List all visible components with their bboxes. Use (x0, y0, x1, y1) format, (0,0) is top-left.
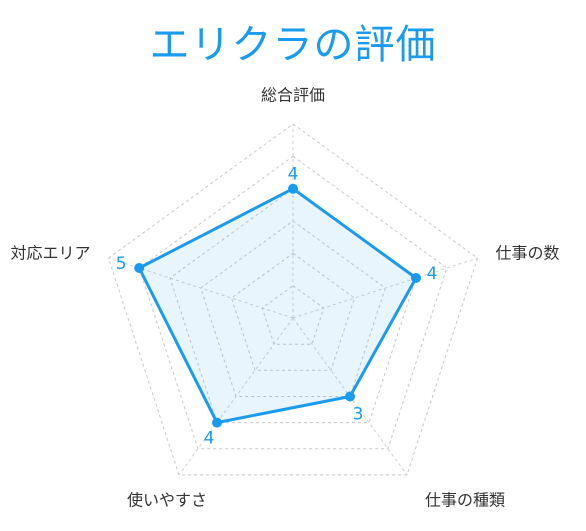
value-label-3: 3 (353, 405, 364, 425)
value-label-2: 4 (427, 264, 438, 284)
axis-label-2: 仕事の数 (496, 244, 560, 263)
axis-label-4: 使いやすさ (127, 490, 207, 509)
value-label-5: 5 (116, 254, 127, 274)
data-point-4 (212, 417, 222, 428)
axis-spoke-5 (108, 257, 294, 319)
series-area (137, 187, 418, 425)
grid-ring-6 (107, 123, 479, 476)
value-label-1: 4 (288, 165, 299, 185)
data-point-1 (288, 183, 298, 194)
value-label-4: 4 (204, 429, 215, 449)
axis-label-3: 仕事の種類 (425, 490, 505, 509)
axis-label-5: 対応エリア (10, 244, 90, 263)
chart-title: エリクラの評価 (149, 22, 437, 68)
axis-label-1: 総合評価 (261, 86, 325, 105)
grid-ring-5 (138, 155, 448, 450)
grid-ring-3 (200, 220, 386, 397)
data-point-3 (345, 391, 355, 402)
axis-spoke-2 (292, 257, 478, 319)
data-point-5 (134, 263, 145, 273)
data-point-2 (411, 273, 421, 283)
grid-ring-1 (261, 285, 325, 345)
radar-series (134, 183, 421, 428)
axis-spoke-4 (178, 317, 294, 476)
